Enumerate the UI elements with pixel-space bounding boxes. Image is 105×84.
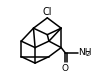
Text: Cl: Cl bbox=[43, 7, 52, 17]
Text: 2: 2 bbox=[86, 51, 90, 57]
Text: O: O bbox=[62, 64, 69, 73]
Text: NH: NH bbox=[78, 48, 92, 57]
